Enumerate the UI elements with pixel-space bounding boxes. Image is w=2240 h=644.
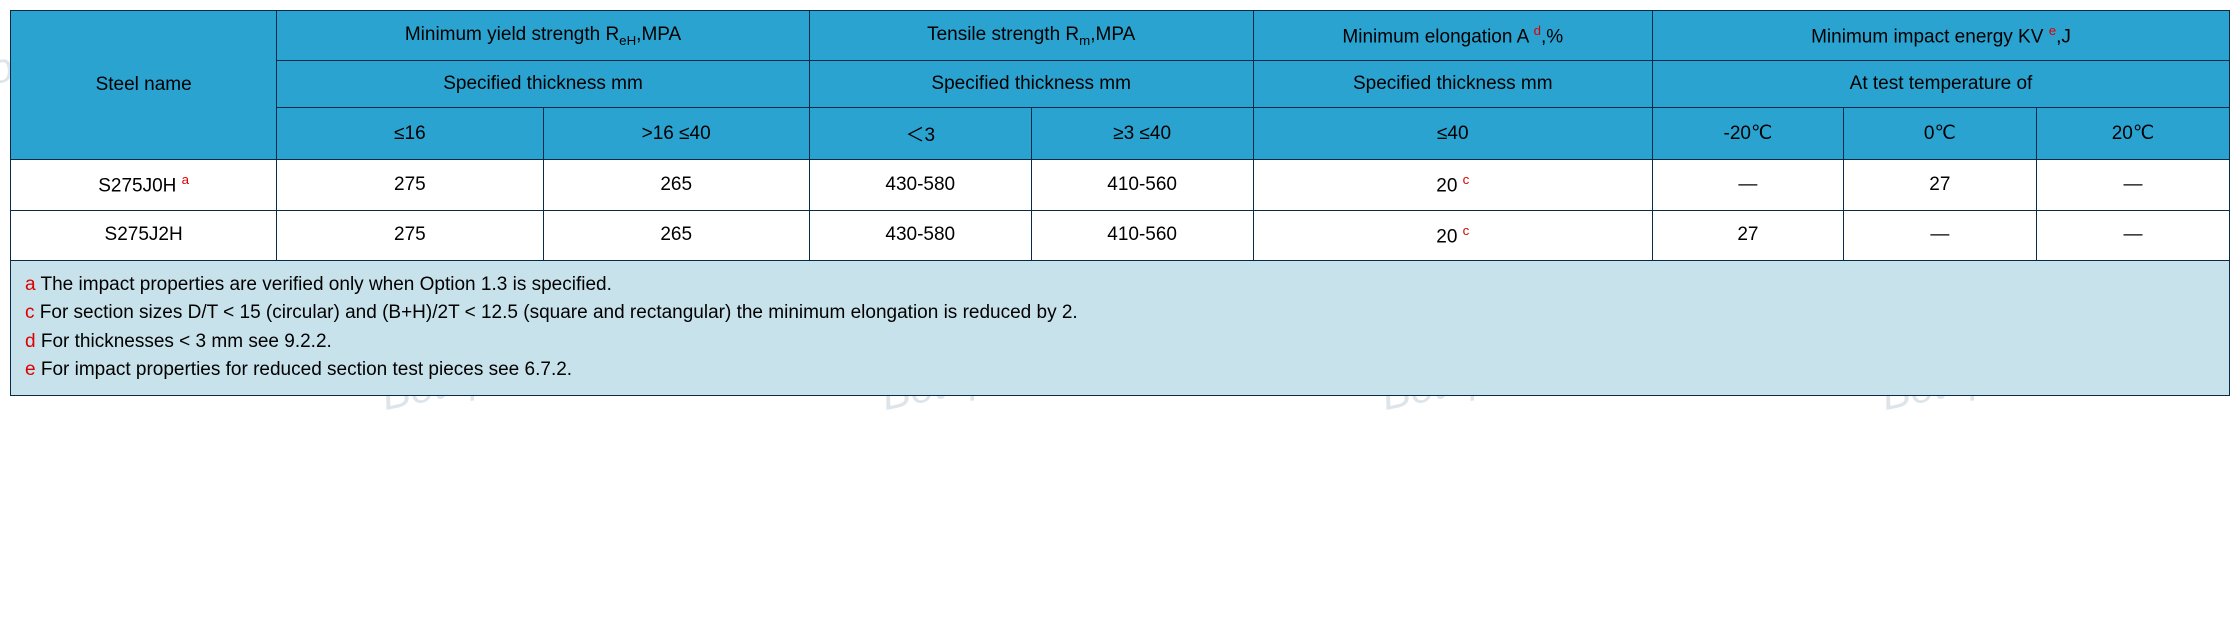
cell-impact: 27 — [1843, 160, 2036, 210]
header-col: 0℃ — [1843, 108, 2036, 160]
cell-steel-name: S275J0H a — [11, 160, 277, 210]
cell-tensile: 410-560 — [1031, 160, 1253, 210]
header-yield-sub: Specified thickness mm — [277, 61, 810, 108]
cell-impact: — — [1843, 210, 2036, 260]
footnote-line: d For thicknesses < 3 mm see 9.2.2. — [25, 328, 2215, 357]
header-tensile-sub: Specified thickness mm — [809, 61, 1253, 108]
header-tensile-group: Tensile strength Rm,MPA — [809, 11, 1253, 61]
header-col: ≥3 ≤40 — [1031, 108, 1253, 160]
header-steel-name: Steel name — [11, 11, 277, 160]
table-row: S275J2H275265430-580410-56020 c27—— — [11, 210, 2230, 260]
footnote-line: e For impact properties for reduced sect… — [25, 356, 2215, 385]
cell-yield: 265 — [543, 160, 809, 210]
cell-yield: 275 — [277, 160, 543, 210]
footnote-line: a The impact properties are verified onl… — [25, 271, 2215, 300]
header-col: ≤40 — [1253, 108, 1652, 160]
cell-tensile: 410-560 — [1031, 210, 1253, 260]
footnote-line: c For section sizes D/T < 15 (circular) … — [25, 299, 2215, 328]
cell-elongation: 20 c — [1253, 210, 1652, 260]
header-elong-group: Minimum elongation A d,% — [1253, 11, 1652, 61]
cell-impact: — — [2036, 210, 2229, 260]
cell-impact: — — [1653, 160, 1844, 210]
header-col: ＜3 — [809, 108, 1031, 160]
cell-tensile: 430-580 — [809, 160, 1031, 210]
cell-impact: 27 — [1653, 210, 1844, 260]
header-elong-sub: Specified thickness mm — [1253, 61, 1652, 108]
cell-yield: 265 — [543, 210, 809, 260]
header-impact-sub: At test temperature of — [1653, 61, 2230, 108]
header-col: -20℃ — [1653, 108, 1844, 160]
cell-steel-name: S275J2H — [11, 210, 277, 260]
cell-impact: — — [2036, 160, 2229, 210]
header-col: ≤16 — [277, 108, 543, 160]
header-col: >16 ≤40 — [543, 108, 809, 160]
footnotes-cell: a The impact properties are verified onl… — [11, 260, 2230, 395]
cell-tensile: 430-580 — [809, 210, 1031, 260]
table-row: S275J0H a275265430-580410-56020 c—27— — [11, 160, 2230, 210]
cell-elongation: 20 c — [1253, 160, 1652, 210]
cell-yield: 275 — [277, 210, 543, 260]
header-yield-group: Minimum yield strength ReH,MPA — [277, 11, 810, 61]
steel-properties-table: Steel name Minimum yield strength ReH,MP… — [10, 10, 2230, 396]
header-impact-group: Minimum impact energy KV e,J — [1653, 11, 2230, 61]
header-col: 20℃ — [2036, 108, 2229, 160]
